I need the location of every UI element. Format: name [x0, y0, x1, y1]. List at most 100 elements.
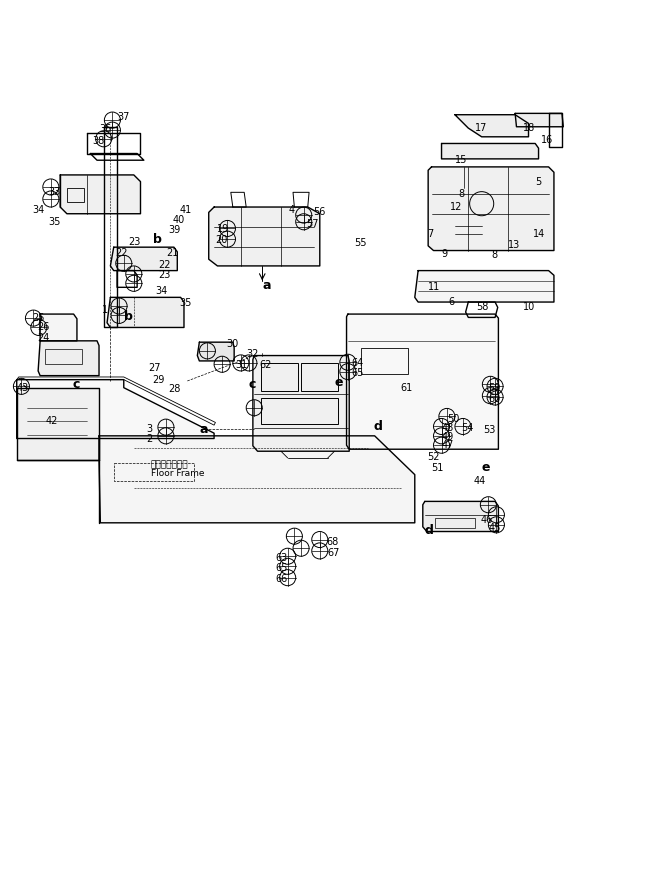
Bar [261, 398, 338, 424]
Polygon shape [60, 175, 140, 214]
Text: 2: 2 [146, 434, 152, 443]
Text: 63: 63 [276, 553, 288, 562]
Text: 39: 39 [169, 225, 181, 235]
Text: 43: 43 [17, 382, 29, 393]
Text: 19: 19 [217, 224, 229, 234]
Polygon shape [40, 314, 77, 341]
Text: 47: 47 [442, 441, 454, 450]
Text: 1: 1 [102, 305, 108, 315]
Text: 42: 42 [45, 416, 58, 426]
Bar [435, 518, 475, 528]
Polygon shape [110, 247, 177, 270]
Text: 20: 20 [215, 235, 227, 245]
Text: a: a [199, 422, 208, 435]
Text: 5: 5 [535, 176, 541, 187]
Polygon shape [17, 388, 99, 460]
Polygon shape [423, 501, 498, 532]
Polygon shape [17, 380, 214, 439]
Text: 25: 25 [32, 313, 45, 323]
Text: 52: 52 [427, 452, 440, 462]
Text: 48: 48 [442, 423, 454, 433]
Polygon shape [442, 143, 539, 159]
Text: 35: 35 [48, 216, 60, 227]
Text: 45: 45 [488, 523, 500, 534]
Text: 51: 51 [432, 463, 444, 473]
Text: 21: 21 [166, 248, 178, 257]
Polygon shape [347, 314, 498, 449]
Text: b: b [153, 233, 161, 246]
Text: 40: 40 [173, 216, 185, 225]
Text: 23: 23 [128, 237, 140, 247]
Text: 6: 6 [448, 297, 454, 307]
Text: 66: 66 [276, 574, 288, 584]
Text: 41: 41 [179, 205, 191, 216]
Polygon shape [253, 355, 349, 451]
Text: 17: 17 [475, 123, 487, 133]
Text: フロアフレーム: フロアフレーム [151, 460, 188, 469]
Bar [361, 348, 408, 375]
Text: 11: 11 [428, 282, 440, 292]
Text: d: d [425, 524, 434, 537]
Bar [261, 363, 298, 391]
Text: 8: 8 [458, 189, 464, 199]
Text: 68: 68 [326, 536, 339, 547]
Polygon shape [515, 113, 563, 127]
Text: 35: 35 [179, 298, 191, 308]
Text: 61: 61 [400, 382, 412, 393]
Text: 46: 46 [480, 515, 492, 525]
Text: 50: 50 [447, 415, 459, 424]
Text: 60: 60 [488, 394, 500, 404]
Polygon shape [415, 270, 554, 302]
Text: 38: 38 [92, 136, 104, 146]
Polygon shape [428, 167, 554, 250]
Text: 16: 16 [541, 136, 553, 145]
Text: 44: 44 [474, 476, 486, 487]
Text: Floor Frame: Floor Frame [151, 468, 204, 478]
Polygon shape [197, 342, 234, 361]
Text: 14: 14 [533, 229, 545, 239]
Text: 3: 3 [146, 424, 152, 434]
Text: 22: 22 [158, 260, 171, 269]
Bar [67, 189, 84, 202]
Text: 59: 59 [488, 382, 500, 393]
Polygon shape [107, 297, 184, 328]
Text: 30: 30 [226, 339, 238, 349]
Text: 49: 49 [442, 432, 454, 441]
Polygon shape [99, 436, 415, 523]
Text: 9: 9 [442, 249, 448, 259]
Text: 29: 29 [153, 375, 165, 385]
Text: 65: 65 [351, 368, 363, 378]
Text: 33: 33 [48, 188, 60, 197]
Text: 37: 37 [117, 112, 129, 123]
Text: 13: 13 [508, 240, 520, 250]
Text: 57: 57 [306, 219, 319, 229]
Text: 32: 32 [246, 349, 258, 359]
Text: 62: 62 [260, 360, 272, 370]
Text: 10: 10 [523, 302, 535, 312]
Polygon shape [38, 341, 99, 375]
Text: 28: 28 [169, 384, 181, 394]
Text: a: a [262, 280, 271, 293]
Text: 24: 24 [37, 333, 49, 343]
Bar [45, 348, 82, 363]
Text: e: e [334, 375, 343, 388]
Text: 34: 34 [155, 286, 167, 295]
Text: 53: 53 [483, 425, 495, 434]
Polygon shape [209, 207, 320, 266]
Text: 7: 7 [427, 229, 433, 239]
Text: 27: 27 [149, 362, 161, 373]
Text: 15: 15 [455, 156, 467, 165]
Text: 26: 26 [37, 322, 49, 333]
Text: 65: 65 [276, 563, 288, 574]
Text: 55: 55 [355, 238, 367, 249]
Text: 12: 12 [450, 202, 462, 212]
Text: 23: 23 [158, 270, 170, 281]
Text: 22: 22 [115, 248, 128, 257]
Text: 67: 67 [328, 548, 340, 558]
Text: d: d [373, 420, 382, 433]
Text: 34: 34 [32, 205, 44, 215]
Text: c: c [249, 378, 256, 391]
Text: e: e [482, 461, 490, 474]
Text: 64: 64 [351, 358, 363, 368]
Text: b: b [124, 310, 132, 323]
